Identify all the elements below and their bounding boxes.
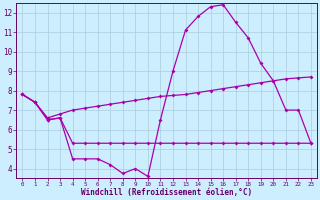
X-axis label: Windchill (Refroidissement éolien,°C): Windchill (Refroidissement éolien,°C) — [81, 188, 252, 197]
